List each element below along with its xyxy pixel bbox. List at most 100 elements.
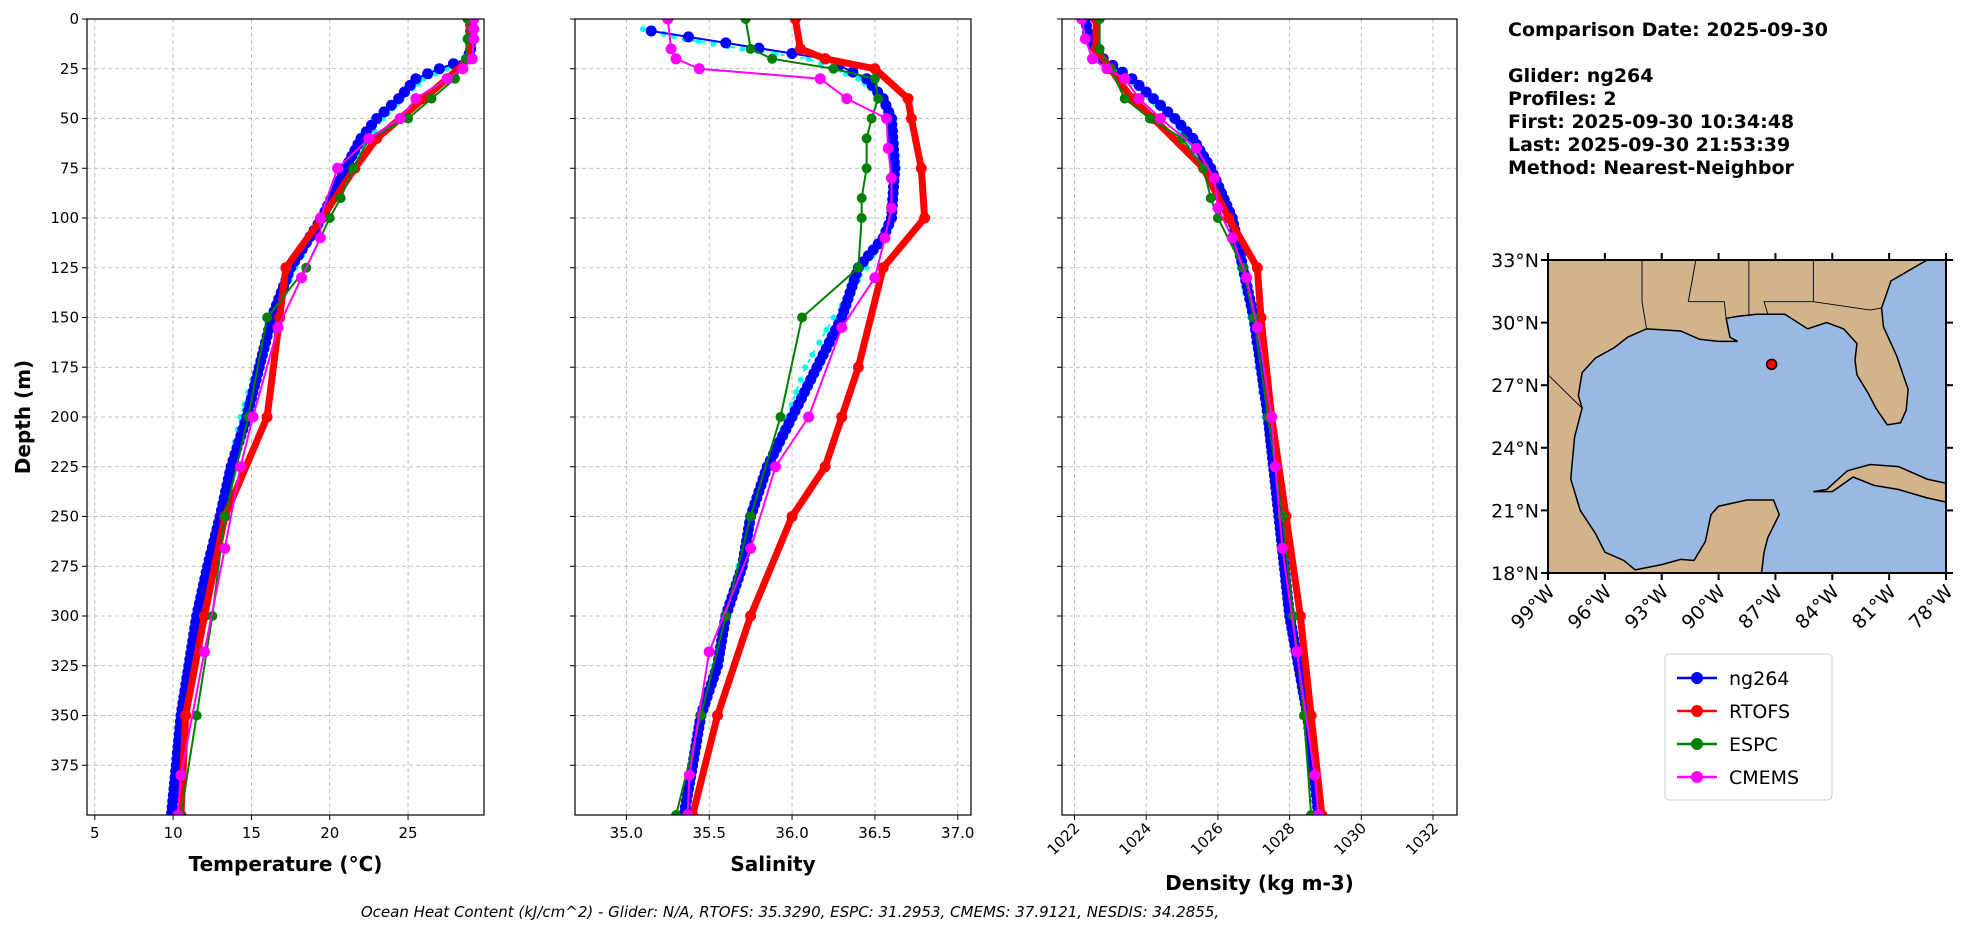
x-tick-label: 15	[242, 824, 261, 842]
data-point	[740, 19, 751, 24]
data-point	[468, 23, 480, 35]
lon-tick-label: 81°W	[1848, 581, 1901, 634]
data-point	[794, 43, 806, 55]
data-point	[422, 68, 434, 80]
data-point	[363, 132, 375, 144]
data-point	[393, 93, 405, 105]
data-point	[767, 53, 778, 64]
data-point	[1312, 809, 1324, 815]
data-point	[172, 809, 184, 815]
data-point	[1223, 212, 1235, 224]
data-point	[378, 106, 390, 118]
y-tick-label: 25	[60, 60, 79, 78]
y-tick-label: 150	[50, 309, 79, 327]
x-tick-label: 35.5	[693, 824, 726, 842]
series-line-nesdis	[642, 27, 900, 815]
data-point	[745, 43, 756, 54]
data-point	[1291, 646, 1303, 658]
series-cmems	[662, 19, 897, 815]
data-point	[710, 40, 717, 47]
border-line	[1641, 260, 1647, 329]
data-point	[885, 172, 897, 184]
data-point	[1119, 93, 1130, 104]
data-point	[905, 113, 917, 124]
legend-label: RTOFS	[1729, 701, 1790, 723]
data-point	[247, 411, 259, 423]
data-point	[645, 25, 657, 37]
x-tick-label: 37.0	[941, 824, 974, 842]
series-nesdis	[172, 19, 474, 815]
data-point	[841, 93, 853, 105]
data-point	[745, 542, 757, 554]
y-tick-label: 200	[50, 408, 79, 426]
x-tick-label: 1032	[1402, 819, 1442, 859]
data-point	[332, 162, 344, 174]
legend-label: CMEMS	[1729, 767, 1799, 789]
data-point	[877, 262, 889, 274]
info-line: Method: Nearest-Neighbor	[1508, 157, 1794, 179]
data-point	[803, 411, 815, 423]
x-tick-label: 5	[90, 824, 100, 842]
data-point	[234, 461, 246, 473]
legend-item-rtofs: RTOFS	[1677, 701, 1790, 723]
data-point	[873, 93, 884, 104]
data-point	[745, 511, 756, 522]
data-point	[802, 364, 809, 371]
data-point	[869, 272, 881, 284]
data-point	[457, 63, 469, 75]
data-point	[433, 63, 445, 75]
info-line: Last: 2025-09-30 21:53:39	[1508, 134, 1790, 156]
lat-tick-label: 21°N	[1491, 500, 1539, 522]
data-point	[1251, 321, 1263, 333]
data-point	[441, 73, 453, 85]
series-rtofs	[687, 19, 931, 815]
data-point	[836, 321, 848, 333]
legend-item-cmems: CMEMS	[1677, 767, 1799, 789]
data-point	[1155, 113, 1167, 124]
y-tick-label: 175	[50, 358, 79, 376]
data-point	[219, 542, 231, 554]
y-tick-label: 100	[50, 209, 79, 227]
data-point	[869, 73, 880, 84]
series-nesdis	[1082, 19, 1320, 815]
lon-tick-label: 99°W	[1507, 581, 1560, 634]
data-point	[823, 326, 830, 333]
x-tick-label: 1022	[1044, 819, 1084, 859]
data-point	[856, 193, 867, 204]
lat-tick-label: 27°N	[1491, 375, 1539, 397]
data-point	[314, 232, 326, 244]
x-tick-label: 20	[320, 824, 339, 842]
data-point	[682, 809, 694, 815]
data-point	[1162, 106, 1174, 118]
data-point	[1079, 33, 1091, 45]
data-point	[468, 19, 480, 25]
data-point	[1205, 193, 1216, 204]
data-point	[1147, 93, 1159, 105]
data-point	[856, 213, 867, 223]
data-point	[739, 45, 746, 52]
data-point	[1269, 461, 1281, 473]
series-line-ng264	[1084, 19, 1320, 814]
data-point	[745, 610, 757, 622]
lat-tick-label: 18°N	[1491, 563, 1539, 585]
data-point	[819, 461, 831, 473]
data-point	[1133, 93, 1145, 105]
axes-frame	[86, 18, 485, 816]
profile-panel-0: 0 25 50 75 100 125 150 175 200 225 250 275 300 325 350…	[11, 10, 485, 876]
data-point	[175, 769, 187, 781]
series-nesdis	[639, 25, 902, 815]
axes-frame	[1061, 18, 1458, 816]
data-point	[879, 232, 891, 244]
data-point	[1144, 113, 1155, 124]
y-tick-label: 250	[50, 508, 79, 526]
series-line-ng264	[170, 19, 472, 814]
data-point	[819, 53, 831, 65]
x-axis-label: Salinity	[730, 852, 815, 876]
x-axis-label: Temperature (°C)	[189, 852, 383, 876]
data-point	[1155, 99, 1167, 111]
series-espc	[671, 19, 884, 815]
legend-marker	[1691, 672, 1703, 684]
y-tick-label: 275	[50, 557, 79, 575]
y-tick-label: 75	[60, 159, 79, 177]
profile-panel-2: 1022 1024 1026 1028 1030 1032 Density (kg m-3)	[1044, 18, 1458, 895]
